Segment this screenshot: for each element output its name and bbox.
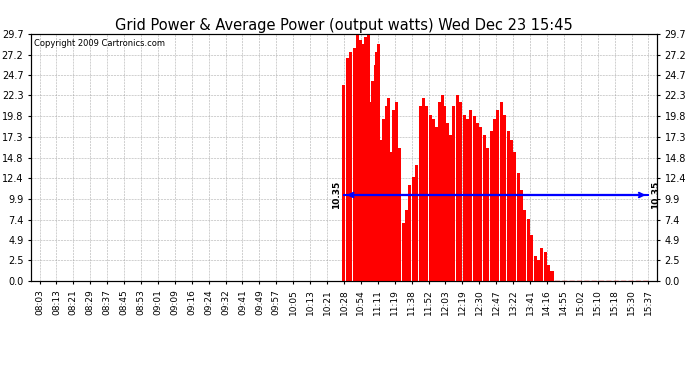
- Bar: [476, 123, 479, 281]
- Bar: [371, 81, 374, 281]
- Bar: [408, 185, 411, 281]
- Title: Grid Power & Average Power (output watts) Wed Dec 23 15:45: Grid Power & Average Power (output watts…: [115, 18, 573, 33]
- Bar: [459, 102, 462, 281]
- Bar: [496, 110, 500, 281]
- Bar: [544, 252, 546, 281]
- Bar: [353, 48, 355, 281]
- Bar: [517, 173, 520, 281]
- Bar: [440, 95, 444, 281]
- Bar: [405, 210, 408, 281]
- Bar: [524, 210, 526, 281]
- Bar: [349, 52, 353, 281]
- Bar: [449, 135, 452, 281]
- Bar: [395, 102, 398, 281]
- Bar: [356, 34, 359, 281]
- Bar: [382, 119, 385, 281]
- Bar: [387, 98, 391, 281]
- Bar: [435, 127, 439, 281]
- Bar: [513, 152, 516, 281]
- Bar: [428, 115, 432, 281]
- Bar: [533, 256, 537, 281]
- Bar: [419, 106, 422, 281]
- Bar: [493, 119, 496, 281]
- Bar: [503, 115, 506, 281]
- Bar: [359, 40, 362, 281]
- Bar: [398, 148, 402, 281]
- Bar: [368, 102, 372, 281]
- Bar: [364, 37, 368, 281]
- Bar: [500, 102, 503, 281]
- Bar: [526, 219, 530, 281]
- Bar: [362, 44, 365, 281]
- Bar: [367, 35, 370, 281]
- Bar: [443, 106, 446, 281]
- Bar: [462, 115, 466, 281]
- Bar: [537, 260, 540, 281]
- Bar: [506, 131, 509, 281]
- Bar: [390, 152, 393, 281]
- Bar: [473, 116, 475, 281]
- Bar: [374, 64, 377, 281]
- Bar: [520, 190, 523, 281]
- Bar: [446, 123, 448, 281]
- Bar: [385, 106, 388, 281]
- Bar: [540, 248, 544, 281]
- Bar: [453, 106, 455, 281]
- Bar: [438, 102, 441, 281]
- Bar: [425, 106, 428, 281]
- Bar: [432, 119, 435, 281]
- Bar: [466, 119, 469, 281]
- Text: Copyright 2009 Cartronics.com: Copyright 2009 Cartronics.com: [34, 39, 165, 48]
- Text: 10.35: 10.35: [333, 181, 342, 209]
- Bar: [483, 135, 486, 281]
- Bar: [377, 44, 380, 281]
- Bar: [469, 110, 473, 281]
- Bar: [547, 265, 550, 281]
- Bar: [530, 236, 533, 281]
- Bar: [346, 58, 349, 281]
- Bar: [486, 148, 489, 281]
- Bar: [480, 127, 482, 281]
- Bar: [510, 140, 513, 281]
- Bar: [551, 271, 553, 281]
- Bar: [415, 165, 418, 281]
- Bar: [342, 86, 346, 281]
- Bar: [456, 95, 459, 281]
- Text: 10.35: 10.35: [651, 181, 660, 209]
- Bar: [422, 98, 425, 281]
- Bar: [412, 177, 415, 281]
- Bar: [380, 140, 383, 281]
- Bar: [490, 131, 493, 281]
- Bar: [393, 110, 395, 281]
- Bar: [375, 52, 379, 281]
- Bar: [402, 223, 405, 281]
